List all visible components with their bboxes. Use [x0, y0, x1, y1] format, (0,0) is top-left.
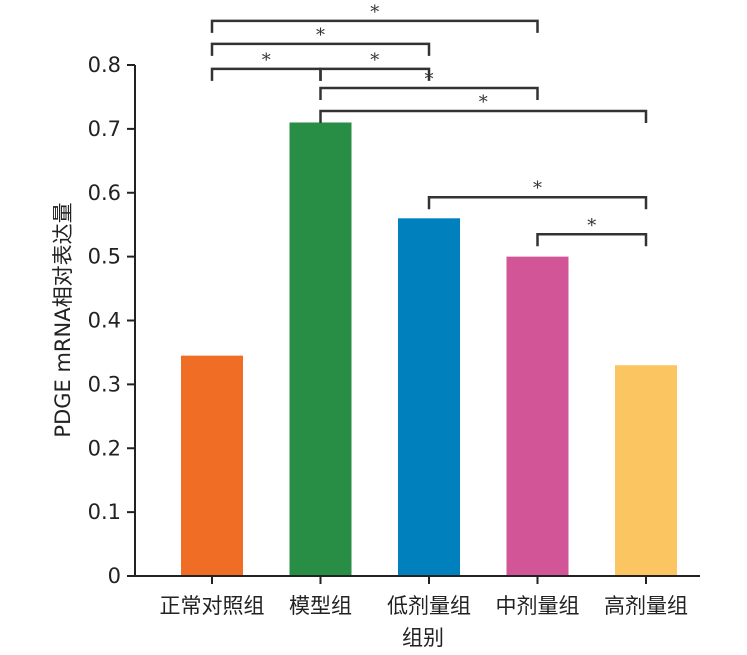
y-tick-label: 0.3 — [88, 372, 121, 396]
y-tick-label: 0.1 — [88, 500, 121, 524]
significance-star: * — [262, 50, 271, 71]
y-tick-label: 0.8 — [88, 53, 121, 77]
x-tick-label: 中剂量组 — [496, 594, 580, 618]
bar-4 — [506, 256, 569, 575]
x-tick-label: 正常对照组 — [160, 594, 265, 618]
y-tick-label: 0 — [108, 564, 121, 588]
bars — [181, 122, 677, 576]
significance-star: * — [316, 25, 325, 46]
significance-bracket — [319, 86, 539, 100]
x-tick-label: 低剂量组 — [387, 594, 471, 618]
y-tick-label: 0.2 — [88, 436, 121, 460]
bar-3 — [398, 218, 460, 576]
significance-star: * — [425, 69, 434, 90]
bar-5 — [615, 365, 677, 575]
y-axis-label: PDGE mRNA相对表达量 — [51, 202, 75, 437]
y-tick-label: 0.6 — [88, 181, 121, 205]
y-tick-label: 0.4 — [88, 309, 121, 333]
significance-star: * — [533, 178, 542, 199]
significance-star: * — [370, 50, 379, 71]
significance-bracket — [427, 195, 648, 210]
axes: 0 0.1 0.2 0.3 0.4 0.5 0.6 0.7 0.8 正常对照组 模型组 低剂量组 中剂量… — [88, 53, 700, 618]
x-tick-label: 模型组 — [289, 594, 352, 618]
bar-1 — [181, 355, 243, 575]
significance-star: * — [479, 92, 488, 113]
x-axis-label: 组别 — [402, 626, 444, 650]
significance-bracket — [210, 19, 539, 33]
y-tick-label: 0.5 — [88, 245, 121, 269]
bar-2 — [289, 122, 352, 576]
y-tick-label: 0.7 — [88, 117, 121, 141]
significance-star: * — [587, 215, 596, 236]
significance-bracket — [319, 67, 431, 81]
significance-star: * — [370, 2, 379, 23]
significance-bracket — [536, 233, 648, 247]
significance-brackets: * * * * * * * * — [210, 2, 648, 247]
x-tick-label: 高剂量组 — [604, 594, 688, 618]
significance-bracket — [319, 109, 648, 123]
significance-bracket — [210, 42, 431, 56]
